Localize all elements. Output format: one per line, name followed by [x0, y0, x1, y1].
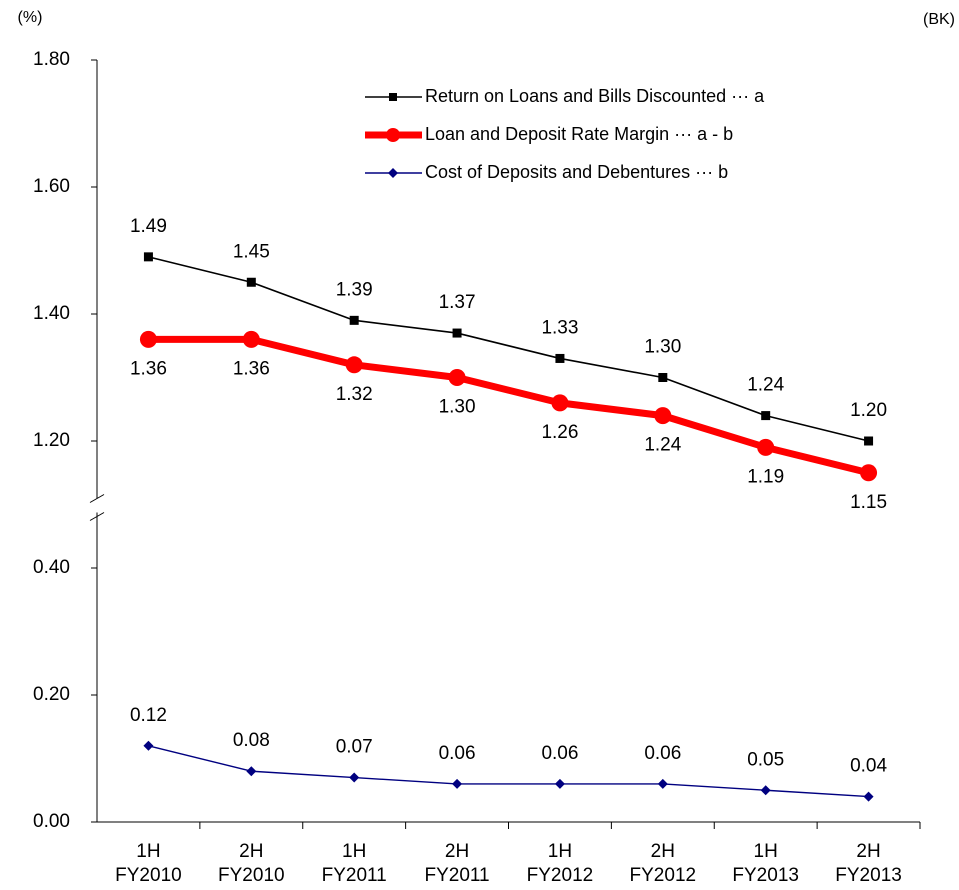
series-line	[148, 256, 869, 442]
marker	[761, 411, 771, 421]
legend-label: Cost of Deposits and Debentures ··· b	[425, 162, 728, 182]
marker	[143, 252, 153, 262]
x-tick-label: 1H FY2013	[732, 841, 799, 886]
marker	[452, 778, 463, 789]
data-label: 0.06	[541, 743, 578, 764]
x-tick-label: 2H FY2010	[218, 841, 285, 886]
data-label: 1.36	[233, 358, 270, 379]
marker	[452, 328, 462, 338]
data-label: 1.32	[336, 384, 373, 405]
series-line	[148, 745, 869, 798]
marker	[760, 785, 771, 796]
axis-break	[89, 512, 105, 521]
x-tick-label: 1H FY2010	[115, 841, 182, 886]
data-label: 1.36	[130, 358, 167, 379]
data-label: 0.05	[747, 749, 784, 770]
data-label: 0.06	[644, 743, 681, 764]
marker	[345, 356, 363, 374]
marker	[757, 438, 775, 456]
data-label: 1.33	[541, 317, 578, 338]
unit-note: (BK)	[923, 11, 955, 28]
marker	[658, 373, 668, 382]
marker	[246, 277, 256, 287]
marker	[143, 740, 154, 751]
data-label: 1.30	[644, 337, 681, 358]
x-tick-label: 1H FY2012	[526, 841, 594, 886]
y-unit: (%)	[18, 9, 43, 26]
data-label: 1.49	[130, 216, 167, 237]
marker	[864, 436, 874, 446]
marker	[860, 464, 878, 482]
marker	[242, 330, 260, 348]
y-tick-label: 0.00	[33, 811, 70, 832]
y-tick-label: 1.80	[33, 49, 70, 70]
legend-marker	[386, 128, 400, 142]
legend-label: Return on Loans and Bills Discounted ···…	[425, 86, 765, 106]
data-label: 0.04	[850, 756, 887, 777]
marker	[448, 369, 466, 386]
data-label: 1.24	[747, 375, 784, 396]
data-label: 1.20	[850, 400, 887, 421]
marker	[657, 778, 668, 789]
marker	[551, 394, 569, 412]
data-label: 1.30	[439, 397, 476, 418]
legend-label: Loan and Deposit Rate Margin ··· a - b	[425, 124, 733, 144]
y-tick-label: 1.40	[33, 303, 70, 324]
legend-marker	[389, 93, 397, 101]
marker	[139, 330, 157, 348]
data-label: 0.07	[336, 737, 373, 758]
data-label: 1.24	[644, 435, 681, 456]
marker	[246, 766, 257, 777]
data-label: 1.19	[747, 466, 784, 487]
marker	[554, 778, 565, 789]
marker	[555, 353, 565, 363]
marker	[349, 315, 359, 325]
x-tick-label: 2H FY2013	[835, 841, 902, 886]
y-tick-label: 0.20	[33, 684, 70, 705]
y-tick-label: 0.40	[33, 557, 70, 578]
x-tick-label: 1H FY2011	[321, 841, 387, 886]
series-line	[148, 335, 870, 477]
data-label: 0.06	[439, 743, 476, 764]
data-label: 1.26	[541, 422, 578, 443]
data-label: 0.12	[130, 705, 167, 726]
x-tick-label: 2H FY2012	[629, 841, 697, 886]
data-label: 1.37	[439, 292, 476, 313]
data-label: 1.39	[336, 279, 373, 300]
data-label: 1.15	[850, 492, 887, 513]
x-tick-label: 2H FY2011	[424, 841, 490, 886]
marker	[654, 407, 672, 425]
y-tick-label: 1.20	[33, 430, 70, 451]
data-label: 0.08	[233, 730, 270, 751]
axis-break	[89, 494, 105, 503]
marker	[863, 791, 874, 802]
data-label: 1.45	[233, 241, 270, 262]
y-tick-label: 1.60	[33, 176, 70, 197]
marker	[349, 772, 360, 783]
legend-marker	[388, 168, 398, 178]
